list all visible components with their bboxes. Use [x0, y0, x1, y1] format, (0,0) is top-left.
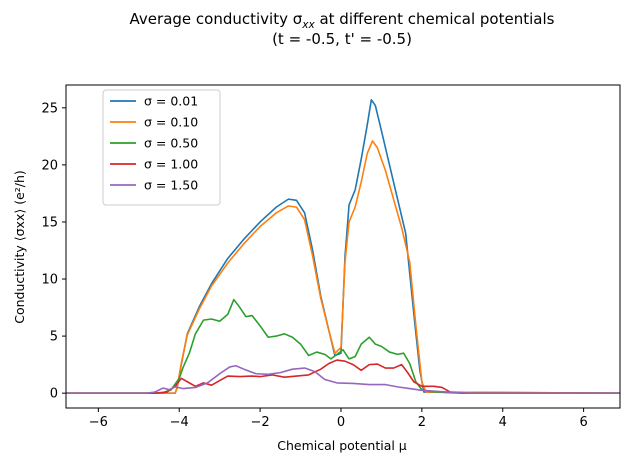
series-layer — [66, 99, 620, 394]
legend-label-3: σ = 0.50 — [144, 136, 198, 151]
y-tick-label: 0 — [50, 387, 58, 402]
x-tick-label: 6 — [579, 415, 587, 430]
x-tick-label: 4 — [499, 415, 507, 430]
x-tick-label: 2 — [418, 415, 426, 430]
y-tick-label: 5 — [50, 330, 58, 345]
y-axis-label: Conductivity ⟨σxx⟩ (e²/h) — [12, 170, 27, 324]
chart-title-line-1: Average conductivity σxx at different ch… — [130, 10, 555, 31]
y-tick-label: 15 — [41, 215, 58, 230]
legend-label-5: σ = 1.50 — [144, 178, 198, 193]
chart-title-line-2: (t = -0.5, t' = -0.5) — [272, 30, 412, 48]
legend-label-4: σ = 1.00 — [144, 157, 198, 172]
x-tick-label: −6 — [89, 415, 108, 430]
legend-label-1: σ = 0.01 — [144, 94, 198, 109]
x-axis-ticks: −6 −4 −2 0 2 4 6 — [89, 408, 588, 430]
series-line-5 — [66, 364, 620, 394]
legend-label-2: σ = 0.10 — [144, 115, 198, 130]
y-axis-ticks: 0 5 10 15 20 25 — [41, 101, 66, 402]
x-axis-label: Chemical potential μ — [277, 438, 407, 453]
y-tick-label: 10 — [41, 273, 58, 288]
series-line-2 — [66, 140, 620, 394]
legend-frame — [102, 89, 221, 206]
y-tick-label: 20 — [41, 158, 58, 173]
x-tick-label: 0 — [337, 415, 345, 430]
x-tick-label: −4 — [170, 415, 189, 430]
legend: σ = 0.01 σ = 0.10 σ = 0.50 σ = 1.00 σ = 1.50 — [102, 89, 221, 206]
series-line-4 — [66, 359, 620, 394]
y-tick-label: 25 — [41, 101, 58, 116]
x-tick-label: −2 — [251, 415, 270, 430]
plot-frame — [65, 84, 621, 409]
series-line-3 — [66, 298, 620, 394]
